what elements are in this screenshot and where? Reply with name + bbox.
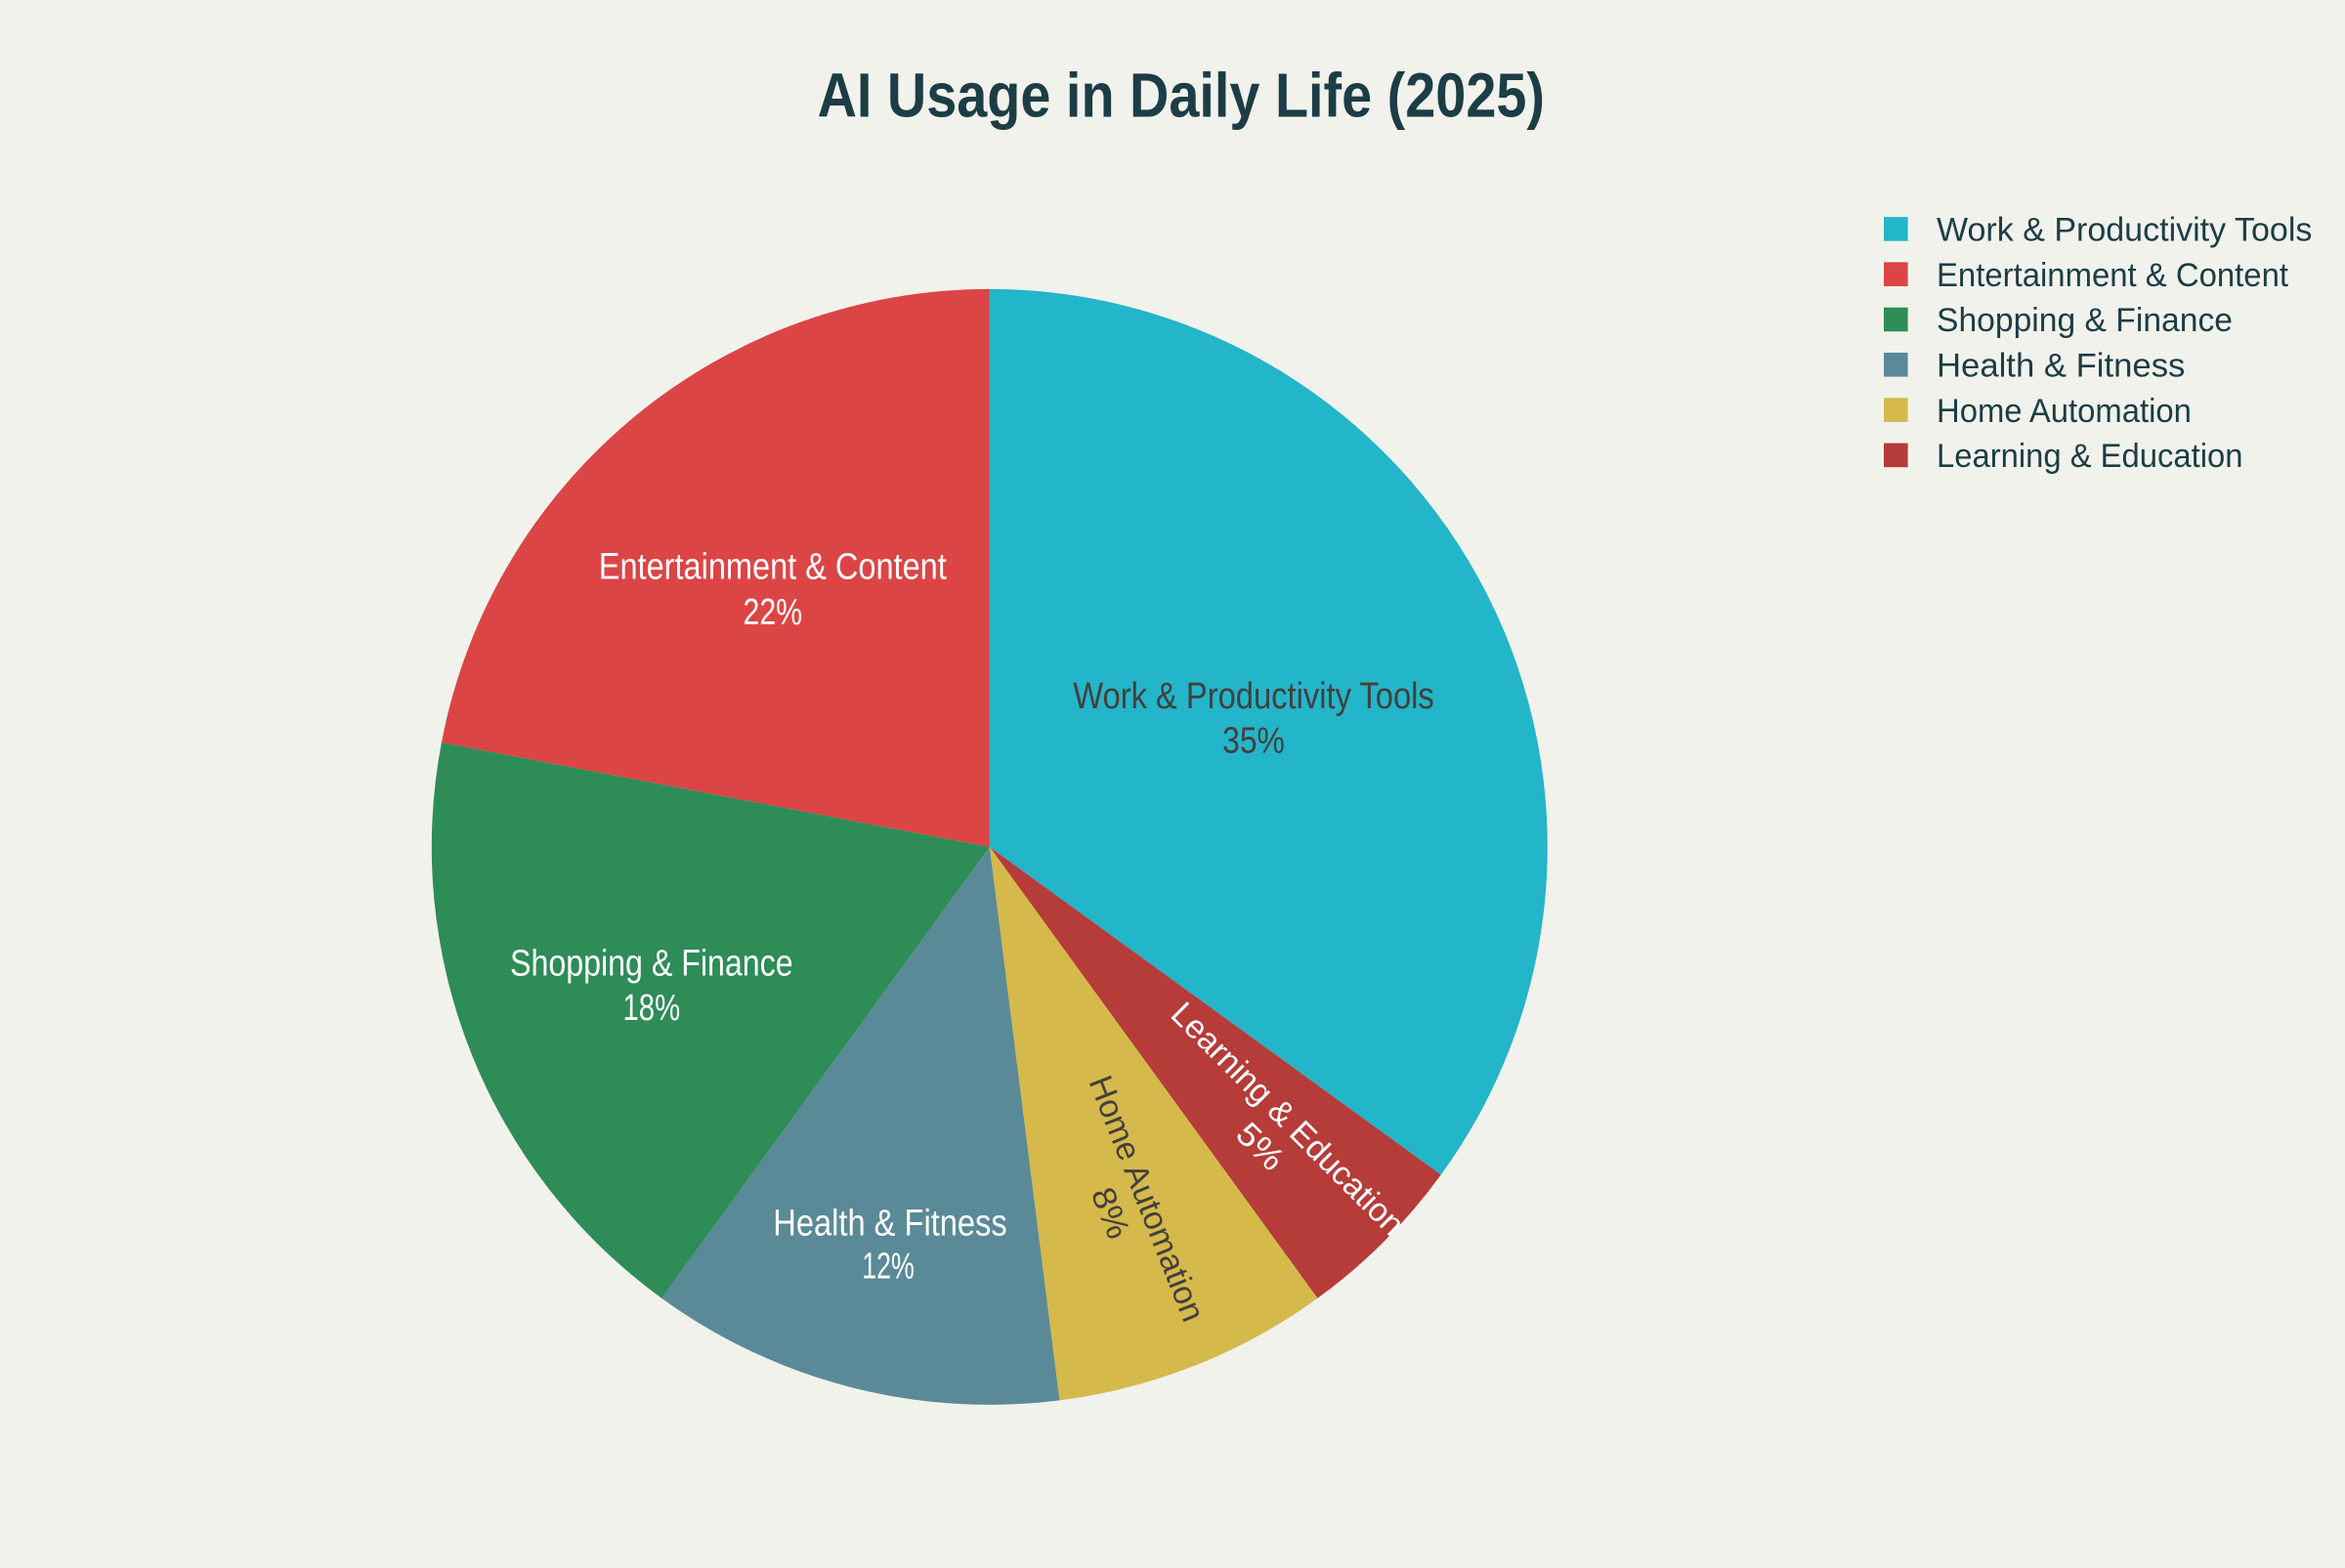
svg-text:Entertainment & Content: Entertainment & Content bbox=[1937, 257, 2289, 294]
svg-text:Shopping & Finance: Shopping & Finance bbox=[1937, 302, 2233, 339]
svg-text:Home Automation: Home Automation bbox=[1937, 393, 2192, 430]
svg-text:18%: 18% bbox=[623, 988, 681, 1029]
svg-text:12%: 12% bbox=[862, 1247, 915, 1288]
svg-text:Shopping & Finance: Shopping & Finance bbox=[510, 944, 793, 985]
svg-text:Work & Productivity Tools: Work & Productivity Tools bbox=[1073, 676, 1434, 717]
svg-text:Entertainment & Content: Entertainment & Content bbox=[599, 546, 947, 587]
svg-text:Learning & Education: Learning & Education bbox=[1937, 438, 2243, 475]
svg-text:Health & Fitness: Health & Fitness bbox=[1937, 348, 2185, 385]
svg-text:Work & Productivity Tools: Work & Productivity Tools bbox=[1937, 212, 2312, 249]
svg-text:35%: 35% bbox=[1222, 720, 1285, 761]
svg-text:Health & Fitness: Health & Fitness bbox=[773, 1204, 1006, 1245]
svg-text:22%: 22% bbox=[744, 592, 803, 633]
svg-text:AI Usage in Daily Life (2025): AI Usage in Daily Life (2025) bbox=[818, 61, 1545, 131]
